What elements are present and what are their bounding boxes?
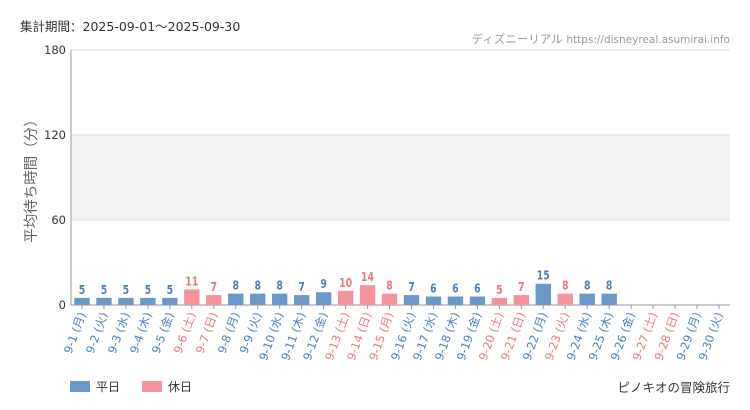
source-credit: ディズニーリアル https://disneyreal.asumirai.inf… (472, 31, 730, 47)
bar (579, 293, 595, 305)
y-tick-label-60: 60 (51, 213, 66, 227)
bar-value-label: 8 (232, 279, 239, 293)
bar (271, 293, 288, 305)
bar (469, 296, 486, 305)
bar (447, 296, 464, 305)
legend-label-holiday: 休日 (168, 380, 193, 394)
bar-value-label: 5 (123, 283, 130, 297)
bar-value-label: 7 (211, 280, 218, 294)
bar (403, 295, 420, 305)
bar-value-label: 5 (496, 283, 503, 297)
bar (118, 297, 134, 305)
legend-swatch-weekday (70, 381, 90, 392)
y-tick-label-180: 180 (44, 43, 66, 57)
bar (535, 283, 551, 305)
bar (140, 297, 156, 305)
bar (74, 297, 90, 305)
bar-value-label: 11 (185, 274, 198, 288)
bar (381, 293, 398, 305)
bar-value-label: 8 (584, 279, 591, 293)
bar (315, 292, 332, 305)
bar-value-label: 8 (386, 279, 393, 293)
bar-value-label: 6 (452, 281, 459, 295)
source-name: ディズニーリアル (471, 32, 563, 46)
bar (293, 295, 310, 305)
bar (96, 297, 112, 305)
bar-value-label: 7 (408, 280, 415, 294)
period-label: 集計期間：2025-09-01〜2025-09-30 (20, 19, 241, 34)
bar-value-label: 8 (562, 279, 569, 293)
bar-value-label: 9 (320, 277, 327, 291)
bar-value-label: 14 (361, 270, 374, 284)
bar (250, 293, 266, 305)
bar-value-label: 8 (276, 279, 283, 293)
bar-value-label: 8 (254, 279, 261, 293)
bar (359, 285, 376, 305)
bar-value-label: 5 (145, 283, 152, 297)
bar (337, 290, 354, 305)
y-axis-label: 平均待ち時間（分） (23, 112, 40, 243)
bar (206, 295, 222, 305)
bar-value-label: 8 (606, 279, 613, 293)
source-url: https://disneyreal.asumirai.info (566, 34, 730, 46)
bar-value-label: 5 (167, 283, 174, 297)
bar-value-label: 5 (101, 283, 108, 297)
legend-item-weekday: 平日 (70, 378, 120, 395)
bar-value-label: 6 (430, 281, 437, 295)
bar-value-label: 15 (537, 269, 550, 283)
bar-value-label: 7 (518, 280, 525, 294)
bar-value-label: 5 (79, 283, 86, 297)
bar (557, 293, 573, 305)
bar (425, 296, 442, 305)
bar-value-label: 7 (298, 280, 305, 294)
bar-value-label: 6 (474, 281, 481, 295)
bar-value-label: 10 (339, 276, 352, 290)
y-tick-label-120: 120 (44, 128, 66, 142)
band-60-120 (71, 135, 730, 220)
bar (601, 293, 617, 305)
legend-item-holiday: 休日 (142, 378, 192, 395)
bar (184, 289, 200, 305)
bar (491, 297, 508, 305)
bar (162, 297, 178, 305)
bar (513, 295, 530, 305)
legend-swatch-holiday (142, 381, 163, 392)
y-tick-label-0: 0 (59, 298, 66, 312)
legend: 平日 休日 (70, 378, 214, 395)
bar (228, 293, 244, 305)
attraction-name: ピノキオの冒険旅行 (617, 380, 730, 395)
legend-label-weekday: 平日 (96, 380, 121, 394)
